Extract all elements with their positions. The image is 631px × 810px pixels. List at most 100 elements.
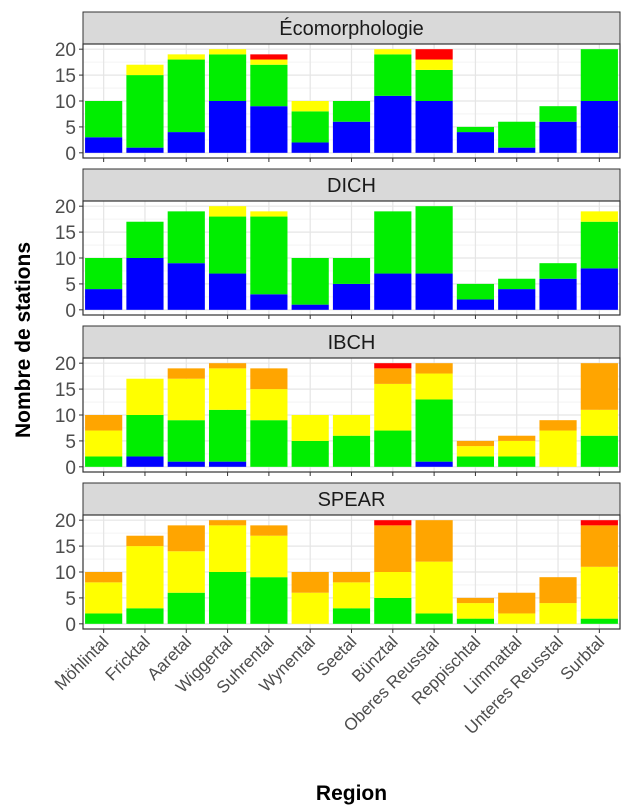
bar-segment-3	[208, 206, 247, 217]
y-tick-label: 0	[65, 144, 76, 165]
bar-segment-2	[85, 456, 123, 467]
bar-segment-4	[250, 525, 288, 536]
bar-segment-3	[167, 378, 205, 421]
bar-segment-2	[415, 69, 453, 101]
y-tick-label: 0	[65, 301, 76, 322]
bar-segment-1	[456, 299, 495, 310]
bar-segment-4	[208, 520, 247, 526]
panel-2: DICH 0 5 10 15 20	[55, 168, 621, 322]
y-tick-label: 10	[55, 563, 76, 584]
bar-segment-1	[250, 294, 288, 310]
facet-title: IBCH	[328, 332, 376, 354]
bar-segment-2	[167, 59, 205, 133]
bar-segment-2	[580, 618, 618, 624]
y-tick-label: 15	[55, 537, 76, 558]
bar-segment-2	[456, 283, 495, 300]
bar-segment-2	[208, 409, 247, 462]
y-tick-label: 20	[55, 354, 76, 375]
bar-segment-3	[250, 389, 288, 421]
bar-segment-1	[167, 461, 205, 467]
panel-4: SPEAR 0 5 10 15 20	[55, 482, 621, 636]
facet-title: Écomorphologie	[279, 17, 424, 40]
bar-segment-2	[291, 111, 329, 143]
bar-segment-2	[498, 278, 536, 290]
bar-segment-2	[580, 435, 618, 467]
bar-segment-2	[374, 54, 412, 96]
bar-segment-1	[415, 461, 453, 467]
bar-segment-2	[332, 435, 371, 467]
bar-segment-1	[85, 137, 123, 153]
bar-segment-1	[85, 289, 123, 310]
bar-segment-1	[539, 121, 577, 153]
bar-segment-3	[291, 415, 329, 441]
bar-segment-2	[126, 221, 164, 258]
bar-segment-1	[126, 147, 164, 153]
bar-segment-4	[374, 525, 412, 572]
bar-segment-2	[167, 420, 205, 462]
bar-segment-1	[126, 258, 164, 310]
y-tick-label: 5	[65, 275, 76, 296]
facet-strip	[82, 325, 621, 359]
bar-segment-1	[415, 101, 453, 153]
bar-segment-5	[250, 54, 288, 60]
bar-segment-1	[250, 106, 288, 153]
facet-strip	[82, 482, 621, 516]
bar-segment-4	[250, 368, 288, 390]
bar-segment-4	[539, 420, 577, 431]
y-tick-label: 20	[55, 40, 76, 61]
chart-panels: Écomorphologie 0 5 10 15 20 DICH 0 5 10 15 20 IBCH 0 5…	[55, 11, 621, 636]
bar-segment-2	[374, 430, 412, 467]
bar-segment-3	[208, 525, 247, 572]
bar-segment-3	[415, 373, 453, 400]
bar-segment-1	[291, 142, 329, 153]
bar-segment-1	[539, 278, 577, 310]
bar-segment-3	[456, 603, 495, 619]
bar-segment-2	[374, 597, 412, 624]
bar-segment-3	[167, 551, 205, 593]
bar-segment-2	[415, 399, 453, 462]
bar-segment-2	[250, 420, 288, 467]
bar-segment-2	[250, 64, 288, 107]
bar-segment-3	[374, 49, 412, 55]
bar-segment-4	[580, 525, 618, 567]
bar-segment-5	[374, 520, 412, 526]
bar-segment-2	[85, 258, 123, 290]
bar-segment-1	[498, 147, 536, 153]
bar-segment-3	[539, 430, 577, 467]
bar-segment-2	[498, 456, 536, 467]
bar-segment-4	[85, 415, 123, 431]
bar-segment-4	[85, 572, 123, 583]
bar-segment-3	[167, 54, 205, 60]
bar-segment-4	[208, 363, 247, 369]
facet-title: SPEAR	[318, 489, 386, 511]
bar-segment-3	[85, 430, 123, 457]
y-tick-label: 15	[55, 223, 76, 244]
y-tick-label: 20	[55, 511, 76, 532]
bar-segment-3	[580, 409, 618, 436]
bar-segment-1	[498, 289, 536, 310]
bar-segment-4	[291, 572, 329, 593]
y-tick-label: 15	[55, 380, 76, 401]
bar-segment-2	[208, 54, 247, 101]
bar-segment-3	[208, 368, 247, 410]
bar-segment-2	[85, 613, 123, 624]
bar-segment-3	[126, 546, 164, 609]
y-axis-title: Nombre de stations	[12, 242, 35, 438]
bar-segment-2	[85, 101, 123, 138]
bar-segment-3	[456, 446, 495, 457]
bar-segment-1	[167, 263, 205, 310]
bar-segment-3	[415, 59, 453, 70]
y-tick-label: 10	[55, 92, 76, 113]
bar-segment-1	[580, 268, 618, 310]
y-tick-label: 0	[65, 458, 76, 479]
bar-segment-2	[291, 440, 329, 467]
bar-segment-2	[498, 121, 536, 148]
y-tick-label: 10	[55, 249, 76, 270]
bar-segment-5	[374, 363, 412, 369]
bar-segment-4	[126, 535, 164, 547]
bar-segment-2	[250, 577, 288, 624]
bar-segment-4	[539, 577, 577, 604]
bar-segment-1	[580, 101, 618, 153]
bar-segment-3	[250, 535, 288, 578]
